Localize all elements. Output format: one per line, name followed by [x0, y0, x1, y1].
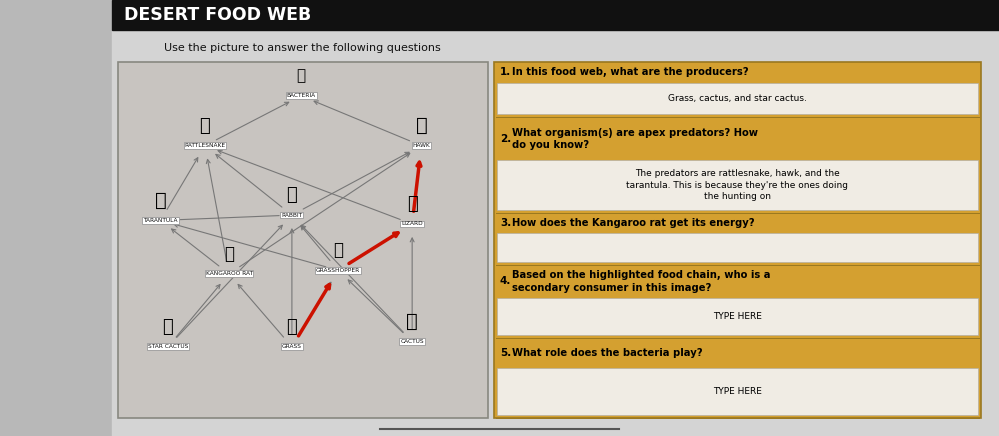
Bar	[497, 233, 978, 262]
Text: 🕷: 🕷	[155, 191, 167, 210]
Text: 🌾: 🌾	[287, 318, 298, 336]
Text: What organism(s) are apex predators? How
do you know?: What organism(s) are apex predators? How…	[512, 128, 758, 150]
Text: 🦠: 🦠	[297, 68, 306, 83]
Text: 🐰: 🐰	[287, 186, 298, 204]
Text: Grass, cactus, and star cactus.: Grass, cactus, and star cactus.	[668, 94, 807, 103]
Bar	[497, 298, 978, 335]
Text: LIZARD: LIZARD	[402, 221, 423, 226]
Text: HAWK: HAWK	[413, 143, 431, 148]
Text: 🦎: 🦎	[407, 195, 418, 213]
Text: Use the picture to answer the following questions: Use the picture to answer the following …	[164, 43, 441, 53]
Bar	[497, 160, 978, 210]
Bar	[112, 0, 999, 30]
Text: 3.: 3.	[500, 218, 511, 228]
Text: What role does the bacteria play?: What role does the bacteria play?	[512, 348, 702, 358]
Bar	[118, 62, 488, 418]
Text: TARANTULA: TARANTULA	[143, 218, 178, 223]
Text: 🌿: 🌿	[163, 318, 173, 336]
Text: RABBIT: RABBIT	[282, 213, 303, 218]
Text: TYPE HERE: TYPE HERE	[713, 387, 762, 396]
Bar	[494, 62, 981, 418]
Text: STAR CACTUS: STAR CACTUS	[148, 344, 188, 349]
Text: Based on the highlighted food chain, who is a
secondary consumer in this image?: Based on the highlighted food chain, who…	[512, 270, 770, 293]
Text: BACTERIA: BACTERIA	[287, 93, 316, 99]
Bar	[497, 83, 978, 114]
Text: TYPE HERE: TYPE HERE	[713, 312, 762, 321]
Text: 🐍: 🐍	[200, 117, 211, 135]
Text: KANGAROO RAT: KANGAROO RAT	[206, 271, 253, 276]
Text: CACTUS: CACTUS	[401, 339, 424, 344]
Text: RATTLESNAKE: RATTLESNAKE	[185, 143, 226, 148]
Text: 🐀: 🐀	[224, 245, 234, 263]
Bar	[497, 368, 978, 415]
Text: The predators are rattlesnake, hawk, and the
tarantula. This is because they're : The predators are rattlesnake, hawk, and…	[626, 170, 848, 201]
Text: 1.: 1.	[500, 68, 511, 78]
Text: 4.: 4.	[500, 276, 511, 286]
Text: 🌵: 🌵	[407, 312, 418, 331]
Text: 5.: 5.	[500, 348, 511, 358]
Text: DESERT FOOD WEB: DESERT FOOD WEB	[124, 6, 312, 24]
Text: GRASS: GRASS	[282, 344, 302, 349]
Text: 🦅: 🦅	[416, 116, 428, 135]
Text: In this food web, what are the producers?: In this food web, what are the producers…	[512, 68, 748, 78]
Bar	[112, 0, 999, 436]
Text: How does the Kangaroo rat get its energy?: How does the Kangaroo rat get its energy…	[512, 218, 754, 228]
Text: 🦗: 🦗	[333, 241, 343, 259]
Text: GRASSHOPPER: GRASSHOPPER	[316, 268, 361, 273]
Text: 2.: 2.	[500, 134, 511, 144]
